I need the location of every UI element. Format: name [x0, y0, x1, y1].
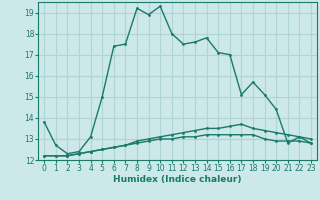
X-axis label: Humidex (Indice chaleur): Humidex (Indice chaleur) [113, 175, 242, 184]
